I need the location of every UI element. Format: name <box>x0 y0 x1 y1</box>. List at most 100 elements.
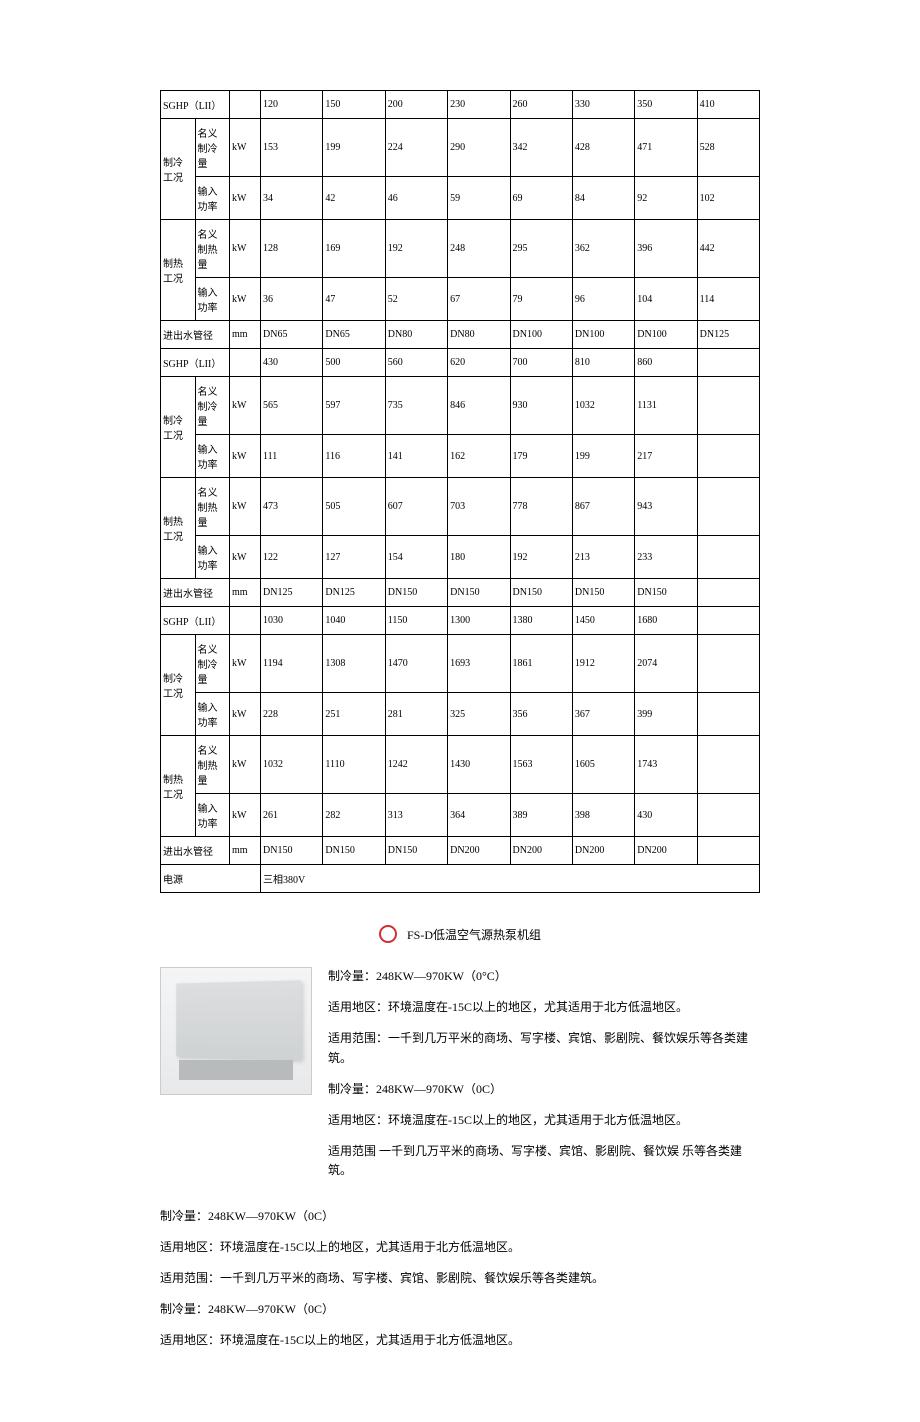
cell: 260 <box>510 91 572 119</box>
cell: 1430 <box>448 736 510 794</box>
cell: DN200 <box>510 837 572 865</box>
cell: 169 <box>323 220 385 278</box>
cell: 620 <box>448 349 510 377</box>
detail-line: 适用地区：环境温度在-15C以上的地区，尤其适用于北方低温地区。 <box>328 1111 760 1130</box>
cell: DN125 <box>697 321 759 349</box>
cell: 1032 <box>572 377 634 435</box>
cell: 67 <box>448 278 510 321</box>
cell: 213 <box>572 536 634 579</box>
cell <box>697 478 759 536</box>
cell: 128 <box>261 220 323 278</box>
cell: 943 <box>635 478 697 536</box>
cell: 528 <box>697 119 759 177</box>
detail-line: 适用范围：一千到几万平米的商场、写字楼、宾馆、影剧院、餐饮娱乐等各类建筑。 <box>328 1029 760 1067</box>
cell: DN150 <box>635 579 697 607</box>
cell: 104 <box>635 278 697 321</box>
cell: 290 <box>448 119 510 177</box>
cell: DN150 <box>572 579 634 607</box>
cell: 179 <box>510 435 572 478</box>
tail-line: 适用地区：环境温度在-15C以上的地区，尤其适用于北方低温地区。 <box>160 1331 760 1350</box>
cell: 122 <box>261 536 323 579</box>
detail-line: 制冷量：248KW—970KW（0C） <box>328 1080 760 1099</box>
cell: 1450 <box>572 607 634 635</box>
cell <box>697 349 759 377</box>
cell: 制热工况 <box>161 478 196 579</box>
cell: 224 <box>385 119 447 177</box>
cell: 1110 <box>323 736 385 794</box>
cell: 700 <box>510 349 572 377</box>
cell: kW <box>230 736 261 794</box>
cell: 1605 <box>572 736 634 794</box>
cell: 102 <box>697 177 759 220</box>
cell: 1380 <box>510 607 572 635</box>
cell: 1032 <box>261 736 323 794</box>
cell <box>697 536 759 579</box>
cell: 46 <box>385 177 447 220</box>
cell: 34 <box>261 177 323 220</box>
cell: 778 <box>510 478 572 536</box>
cell: 867 <box>572 478 634 536</box>
tail-line: 适用范围：一千到几万平米的商场、写字楼、宾馆、影剧院、餐饮娱乐等各类建筑。 <box>160 1269 760 1288</box>
cell: 342 <box>510 119 572 177</box>
cell: 111 <box>261 435 323 478</box>
cell: DN150 <box>385 579 447 607</box>
cell: 1150 <box>385 607 447 635</box>
cell <box>230 91 261 119</box>
cell: 制热工况 <box>161 220 196 321</box>
cell: 228 <box>261 693 323 736</box>
detail-block: 制冷量：248KW—970KW（0°C） 适用地区：环境温度在-15C以上的地区… <box>160 967 760 1193</box>
cell: kW <box>230 536 261 579</box>
cell <box>697 377 759 435</box>
cell: 150 <box>323 91 385 119</box>
cell: 三相380V <box>261 865 760 893</box>
cell: 217 <box>635 435 697 478</box>
tail-line: 制冷量：248KW—970KW（0C） <box>160 1300 760 1319</box>
cell: 500 <box>323 349 385 377</box>
detail-line: 适用地区：环境温度在-15C以上的地区，尤其适用于北方低温地区。 <box>328 998 760 1017</box>
cell: 180 <box>448 536 510 579</box>
cell: 输入功率 <box>195 278 230 321</box>
cell: 560 <box>385 349 447 377</box>
cell: 1030 <box>261 607 323 635</box>
cell: 制冷工况 <box>161 119 196 220</box>
cell: DN200 <box>635 837 697 865</box>
cell: 282 <box>323 794 385 837</box>
cell: 364 <box>448 794 510 837</box>
cell: 735 <box>385 377 447 435</box>
cell: 473 <box>261 478 323 536</box>
cell: 410 <box>697 91 759 119</box>
cell: DN150 <box>385 837 447 865</box>
cell: 442 <box>697 220 759 278</box>
cell: 69 <box>510 177 572 220</box>
cell: 输入功率 <box>195 794 230 837</box>
cell: 313 <box>385 794 447 837</box>
cell: 127 <box>323 536 385 579</box>
cell <box>697 736 759 794</box>
cell: 1242 <box>385 736 447 794</box>
cell: 进出水管径 <box>161 579 230 607</box>
cell: 96 <box>572 278 634 321</box>
cell: kW <box>230 435 261 478</box>
cell: DN150 <box>261 837 323 865</box>
cell: 输入功率 <box>195 435 230 478</box>
tail-line: 制冷量：248KW—970KW（0C） <box>160 1207 760 1226</box>
tail-line: 适用地区：环境温度在-15C以上的地区，尤其适用于北方低温地区。 <box>160 1238 760 1257</box>
cell: 116 <box>323 435 385 478</box>
cell: SGHP（LII） <box>161 607 230 635</box>
cell <box>697 579 759 607</box>
cell: 2074 <box>635 635 697 693</box>
cell: mm <box>230 321 261 349</box>
cell: 430 <box>635 794 697 837</box>
cell: 430 <box>261 349 323 377</box>
cell <box>697 693 759 736</box>
cell: 输入功率 <box>195 536 230 579</box>
cell: 192 <box>385 220 447 278</box>
cell: 制冷工况 <box>161 377 196 478</box>
cell: 471 <box>635 119 697 177</box>
cell: 1194 <box>261 635 323 693</box>
cell: 进出水管径 <box>161 837 230 865</box>
cell <box>697 837 759 865</box>
cell: kW <box>230 794 261 837</box>
cell <box>697 794 759 837</box>
cell: 1470 <box>385 635 447 693</box>
